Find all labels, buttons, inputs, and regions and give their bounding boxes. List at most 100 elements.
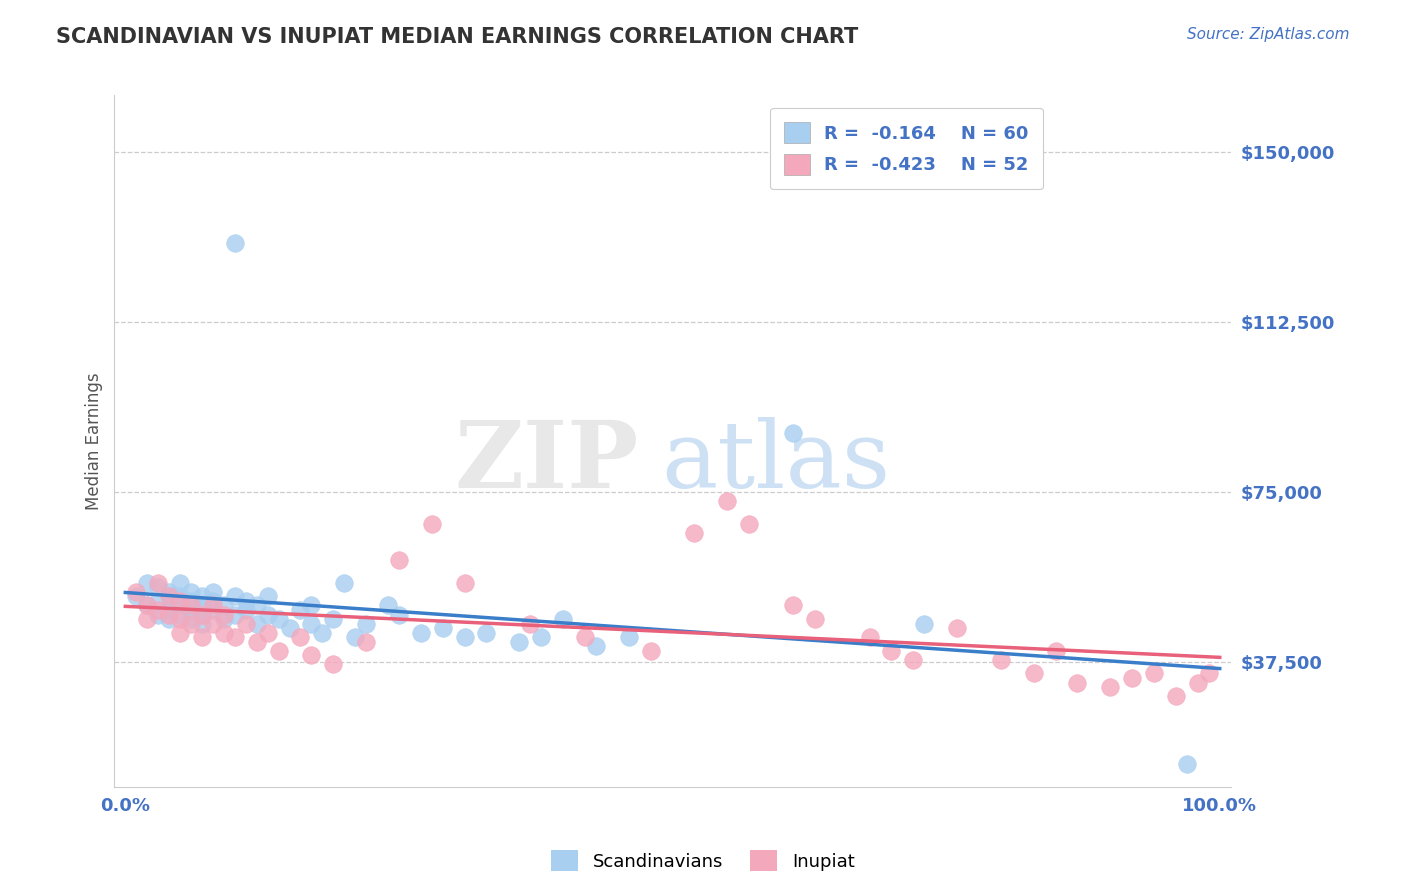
Point [180,616,202,631]
Point [224,590,246,604]
Point [180,603,202,617]
Point [278,621,301,635]
Point [453,630,475,644]
Point [201,594,224,608]
Point [201,616,224,631]
Point [1099,680,1122,694]
Text: ZIP: ZIP [454,417,640,507]
Point [201,599,224,613]
Point [453,575,475,590]
Point [180,599,202,613]
Point [574,630,596,644]
Point [299,616,322,631]
Text: SCANDINAVIAN VS INUPIAT MEDIAN EARNINGS CORRELATION CHART: SCANDINAVIAN VS INUPIAT MEDIAN EARNINGS … [56,27,859,46]
Point [388,607,411,622]
Point [322,612,344,626]
Point [125,584,148,599]
Point [1066,675,1088,690]
Point [169,594,191,608]
Point [212,607,235,622]
Legend: Scandinavians, Inupiat: Scandinavians, Inupiat [544,843,862,879]
Point [169,607,191,622]
Point [256,590,278,604]
Text: atlas: atlas [661,417,890,507]
Point [267,612,290,626]
Point [290,630,312,644]
Point [585,640,607,654]
Point [157,590,180,604]
Point [1198,666,1220,681]
Point [148,594,170,608]
Point [201,584,224,599]
Point [235,603,257,617]
Point [169,612,191,626]
Point [738,516,761,531]
Y-axis label: Median Earnings: Median Earnings [86,372,103,510]
Point [191,607,214,622]
Point [1175,757,1198,772]
Point [180,612,202,626]
Point [683,525,706,540]
Point [201,603,224,617]
Point [157,584,180,599]
Point [432,621,454,635]
Point [246,599,269,613]
Point [136,599,159,613]
Point [311,625,333,640]
Point [212,625,235,640]
Point [191,616,214,631]
Point [617,630,640,644]
Point [191,607,214,622]
Point [344,630,367,644]
Point [148,575,170,590]
Point [180,594,202,608]
Point [148,603,170,617]
Point [946,621,969,635]
Point [1022,666,1045,681]
Point [530,630,553,644]
Point [880,644,903,658]
Point [551,612,574,626]
Point [212,612,235,626]
Point [1187,675,1209,690]
Point [136,612,159,626]
Point [224,630,246,644]
Point [157,607,180,622]
Point [782,426,804,441]
Point [299,648,322,663]
Point [333,575,356,590]
Point [420,516,443,531]
Text: Source: ZipAtlas.com: Source: ZipAtlas.com [1187,27,1350,42]
Legend: R =  -0.164    N = 60, R =  -0.423    N = 52: R = -0.164 N = 60, R = -0.423 N = 52 [770,108,1043,189]
Point [1121,671,1143,685]
Point [246,634,269,648]
Point [169,590,191,604]
Point [858,630,880,644]
Point [782,599,804,613]
Point [256,607,278,622]
Point [191,599,214,613]
Point [169,599,191,613]
Point [299,599,322,613]
Point [508,634,530,648]
Point [148,607,170,622]
Point [256,625,278,640]
Point [136,575,159,590]
Point [235,594,257,608]
Point [990,653,1012,667]
Point [354,634,377,648]
Point [157,590,180,604]
Point [212,599,235,613]
Point [1164,689,1187,703]
Point [224,235,246,250]
Point [246,616,269,631]
Point [475,625,498,640]
Point [354,616,377,631]
Point [1143,666,1166,681]
Point [267,644,290,658]
Point [191,590,214,604]
Point [136,599,159,613]
Point [148,580,170,594]
Point [377,599,399,613]
Point [157,612,180,626]
